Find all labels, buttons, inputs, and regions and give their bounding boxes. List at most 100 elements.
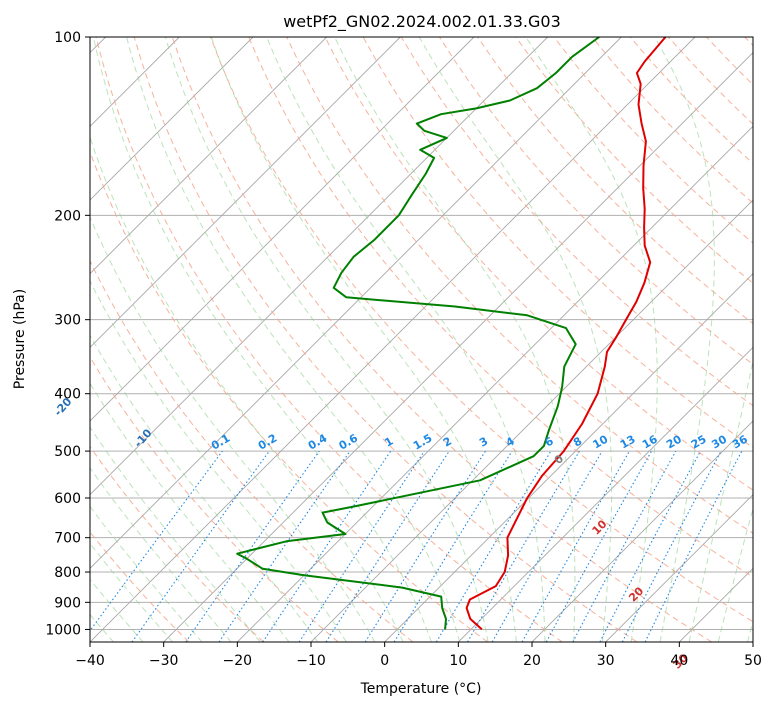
moist-adiabat-line (717, 506, 753, 642)
dry-adiabat-line (591, 37, 753, 204)
moist-adiabat-line (654, 37, 715, 642)
dewpoint-profile-line (236, 37, 600, 630)
moist-adiabat-line (266, 37, 546, 642)
isotherm-line (679, 567, 753, 642)
x-tick-label: 20 (523, 653, 541, 669)
moist-adiabat-line (90, 215, 376, 642)
x-tick-label: −20 (223, 653, 253, 669)
moist-adiabat-label: 0 (552, 452, 567, 467)
mixing-ratio-label: 20 (664, 432, 684, 451)
dry-adiabat-label: -10 (132, 426, 155, 450)
moist-adiabat-label: 10 (590, 517, 610, 537)
chart-title: wetPf2_GN02.2024.002.01.33.G03 (283, 12, 561, 32)
dry-adiabat-line (90, 150, 488, 642)
moist-adiabat-line (126, 37, 461, 642)
moist-adiabat-label: 20 (626, 584, 646, 604)
moist-adiabat-line (90, 334, 319, 642)
tick-layer: −40 −30 −20 −10 0 10 20 30 40 5010020030040050060… (45, 30, 762, 669)
x-tick-label: 40 (670, 653, 688, 669)
dry-adiabat-line (324, 37, 753, 491)
moist-adiabat-line (90, 382, 290, 642)
label-layer: 0.10.20.40.611.52346810131620253036-100-… (52, 395, 751, 672)
mixing-ratio-line (545, 450, 653, 642)
mixing-ratio-label: 1 (382, 435, 395, 450)
mixing-ratio-label: 1.5 (411, 432, 434, 453)
moist-adiabat-line (164, 37, 489, 642)
moist-adiabat-line (525, 37, 658, 642)
moist-adiabat-line (210, 37, 517, 642)
y-tick-label: 1000 (45, 622, 81, 638)
dry-adiabat-line (744, 37, 753, 47)
x-tick-label: 0 (380, 653, 389, 669)
mixing-ratio-label: 36 (730, 432, 750, 451)
mixing-ratio-label: 25 (689, 433, 709, 452)
dry-adiabat-line (133, 37, 638, 642)
dry-adiabat-line (95, 37, 563, 642)
dry-adiabat-line (248, 37, 753, 578)
mixing-ratio-line (185, 450, 320, 642)
y-tick-label: 300 (54, 313, 81, 329)
dry-adiabat-line (210, 37, 753, 623)
temperature-profile-line (465, 37, 667, 631)
x-axis-label: Temperature (°C) (360, 681, 482, 697)
y-tick-label: 800 (54, 565, 81, 581)
isotherm-line (531, 420, 753, 642)
dry-adiabat-line (668, 37, 753, 125)
mixing-ratio-label: 16 (640, 432, 660, 451)
isotherm-line (163, 52, 753, 642)
moist-adiabat-line (688, 358, 753, 642)
y-tick-label: 600 (54, 491, 81, 507)
moist-adiabat-line (90, 505, 203, 642)
y-tick-label: 700 (54, 531, 81, 547)
isotherm-line (310, 199, 753, 642)
x-tick-label: 10 (449, 653, 467, 669)
isotherm-line (90, 37, 254, 201)
mixing-ratio-line (131, 450, 270, 642)
dry-adiabat-line (706, 37, 753, 86)
x-tick-label: −10 (296, 653, 326, 669)
isotherm-line (752, 641, 753, 642)
moist-adiabat-line (92, 37, 432, 642)
moist-adiabat-line (334, 37, 576, 642)
data-layer (236, 37, 667, 631)
mixing-ratio-line (435, 450, 552, 642)
mixing-ratio-line (644, 450, 743, 642)
dry-adiabat-line (477, 37, 753, 325)
dry-adiabat-line (90, 356, 339, 642)
mixing-ratio-label: 0.4 (306, 431, 330, 452)
mixing-ratio-label: 30 (709, 432, 729, 451)
y-tick-label: 500 (54, 444, 81, 460)
isotherm-line (90, 37, 622, 569)
grid-layer (90, 37, 753, 642)
y-tick-label: 400 (54, 387, 81, 403)
isotherm-line (237, 125, 753, 642)
isotherm-line (605, 494, 753, 642)
mixing-ratio-line (262, 450, 392, 642)
mixing-ratio-label: 13 (618, 433, 638, 452)
mixing-ratio-line (298, 450, 425, 642)
x-tick-label: 50 (744, 653, 762, 669)
mixing-ratio-line (393, 450, 513, 642)
x-tick-label: −30 (149, 653, 179, 669)
dry-adiabat-line (90, 531, 190, 642)
isotherm-line (90, 37, 475, 422)
moist-adiabat-line (418, 37, 613, 642)
x-tick-label: 30 (597, 653, 615, 669)
isotherm-line (90, 37, 327, 275)
plot-frame (89, 36, 754, 643)
mixing-ratio-line (90, 450, 223, 632)
isotherm-line (90, 37, 548, 496)
moist-adiabat-line (90, 135, 404, 642)
mixing-ratio-label: 3 (477, 435, 490, 450)
mixing-ratio-line (599, 450, 701, 642)
mixing-ratio-line (325, 450, 450, 642)
mixing-ratio-label: 8 (571, 435, 584, 450)
mixing-ratio-line (521, 450, 630, 642)
mixing-ratio-line (218, 450, 351, 642)
x-tick-label: −40 (75, 653, 105, 669)
moist-adiabat-line (90, 467, 232, 642)
isotherm-line (90, 37, 696, 642)
moist-adiabat-line (90, 426, 261, 642)
dry-adiabat-line (90, 445, 264, 642)
